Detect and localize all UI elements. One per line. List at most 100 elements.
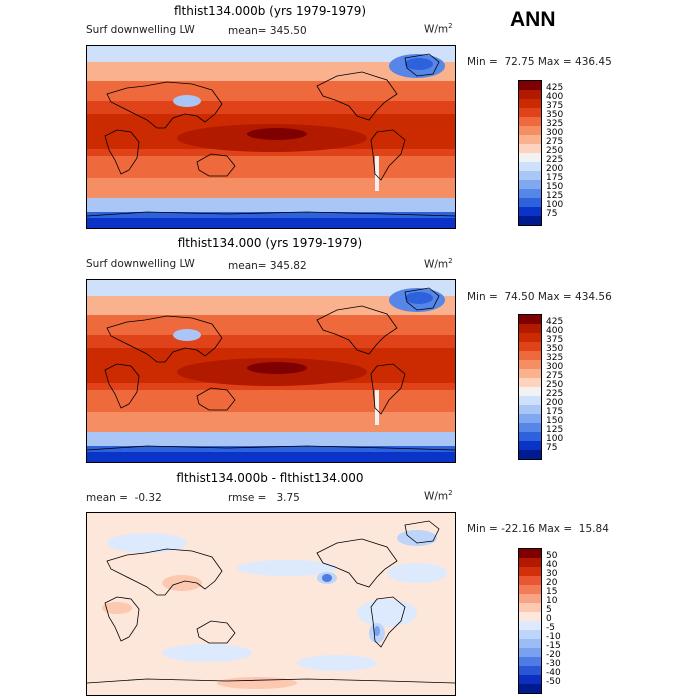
colorbar-tick-label: 400	[546, 92, 564, 102]
colorbar-tick-label: -40	[546, 668, 561, 678]
colorbar-tick-label: -10	[546, 632, 561, 642]
colorbar-swatch	[519, 171, 541, 180]
panel2-units: W/m2	[424, 257, 453, 271]
panel1-mean: mean= 345.50	[228, 25, 307, 37]
panel2-map	[86, 279, 456, 463]
colorbar-swatch	[519, 441, 541, 450]
colorbar-swatch	[519, 369, 541, 378]
colorbar-swatch	[519, 666, 541, 675]
colorbar-tick-label: 375	[546, 335, 564, 345]
panel2-title: flthist134.000 (yrs 1979-1979)	[177, 236, 363, 250]
colorbar-tick-label: 175	[546, 407, 564, 417]
colorbar-swatch	[519, 450, 541, 459]
colorbar-tick-label: 250	[546, 380, 564, 390]
colorbar-tick-label: 125	[546, 191, 564, 201]
season-label: ANN	[510, 8, 556, 31]
colorbar-swatch	[519, 567, 541, 576]
colorbar-tick-label: 30	[546, 569, 558, 579]
panel3-title: flthist134.000b - flthist134.000	[176, 471, 364, 485]
colorbar-tick-label: 425	[546, 83, 564, 93]
colorbar-tick-label: 425	[546, 317, 564, 327]
colorbar-swatch	[519, 549, 541, 558]
colorbar-swatch	[519, 585, 541, 594]
colorbar-swatch	[519, 81, 541, 90]
colorbar-swatch	[519, 603, 541, 612]
colorbar-swatch	[519, 135, 541, 144]
colorbar-tick-label: 50	[546, 551, 558, 561]
panel3-units: W/m2	[424, 489, 453, 503]
colorbar-tick-label: 325	[546, 119, 564, 129]
colorbar-swatch	[519, 684, 541, 693]
panel2-minmax: Min = 74.50 Max = 434.56	[467, 291, 612, 303]
colorbar-tick-label: 15	[546, 587, 558, 597]
colorbar-swatch	[519, 423, 541, 432]
colorbar-tick-label: -30	[546, 659, 561, 669]
colorbar-swatch	[519, 207, 541, 216]
colorbar-swatch	[519, 432, 541, 441]
colorbar-swatch	[519, 180, 541, 189]
panel1-variable-label: Surf downwelling LW	[86, 24, 195, 36]
panel3-minmax: Min = -22.16 Max = 15.84	[467, 523, 609, 535]
colorbar-tick-label: 75	[546, 209, 558, 219]
colorbar-swatch	[519, 630, 541, 639]
colorbar-swatch	[519, 189, 541, 198]
colorbar-tick-label: 40	[546, 560, 558, 570]
colorbar-tick-label: 275	[546, 137, 564, 147]
colorbar-tick-label: 200	[546, 164, 564, 174]
colorbar-swatch	[519, 639, 541, 648]
panel3-mean: mean = -0.32	[86, 492, 162, 504]
colorbar-swatch	[519, 558, 541, 567]
colorbar-tick-label: 0	[546, 614, 552, 624]
colorbar-tick-label: 20	[546, 578, 558, 588]
colorbar-swatch	[519, 396, 541, 405]
colorbar-swatch	[519, 576, 541, 585]
colorbar-swatch	[519, 621, 541, 630]
colorbar-tick-label: 200	[546, 398, 564, 408]
colorbar-swatch	[519, 351, 541, 360]
colorbar-swatch	[519, 378, 541, 387]
colorbar-swatch	[519, 333, 541, 342]
colorbar-swatch	[519, 324, 541, 333]
colorbar-swatch	[519, 594, 541, 603]
panel1-units: W/m2	[424, 22, 453, 36]
colorbar-swatch	[519, 162, 541, 171]
colorbar-swatch	[519, 117, 541, 126]
colorbar-tick-label: 100	[546, 434, 564, 444]
colorbar-swatch	[519, 216, 541, 225]
panel3-map	[86, 512, 456, 696]
colorbar-tick-label: 350	[546, 344, 564, 354]
panel1-title: flthist134.000b (yrs 1979-1979)	[173, 4, 367, 18]
panel1-colorbar	[518, 80, 542, 226]
colorbar-swatch	[519, 99, 541, 108]
panel3-colorbar	[518, 548, 542, 694]
colorbar-tick-label: 225	[546, 389, 564, 399]
colorbar-tick-label: -15	[546, 641, 561, 651]
colorbar-tick-label: 275	[546, 371, 564, 381]
colorbar-swatch	[519, 90, 541, 99]
colorbar-swatch	[519, 144, 541, 153]
colorbar-tick-label: 100	[546, 200, 564, 210]
colorbar-swatch	[519, 414, 541, 423]
colorbar-swatch	[519, 342, 541, 351]
colorbar-tick-label: 150	[546, 182, 564, 192]
colorbar-swatch	[519, 153, 541, 162]
colorbar-swatch	[519, 405, 541, 414]
colorbar-tick-label: 150	[546, 416, 564, 426]
panel2-variable-label: Surf downwelling LW	[86, 258, 195, 270]
colorbar-tick-label: -5	[546, 623, 555, 633]
colorbar-tick-label: 400	[546, 326, 564, 336]
panel3-rmse: rmse = 3.75	[228, 492, 300, 504]
panel2-colorbar	[518, 314, 542, 460]
colorbar-tick-label: -50	[546, 677, 561, 687]
colorbar-swatch	[519, 657, 541, 666]
colorbar-tick-label: 350	[546, 110, 564, 120]
colorbar-swatch	[519, 315, 541, 324]
colorbar-swatch	[519, 387, 541, 396]
colorbar-swatch	[519, 675, 541, 684]
colorbar-swatch	[519, 360, 541, 369]
colorbar-tick-label: 125	[546, 425, 564, 435]
colorbar-swatch	[519, 198, 541, 207]
colorbar-tick-label: 375	[546, 101, 564, 111]
colorbar-tick-label: 75	[546, 443, 558, 453]
colorbar-swatch	[519, 648, 541, 657]
